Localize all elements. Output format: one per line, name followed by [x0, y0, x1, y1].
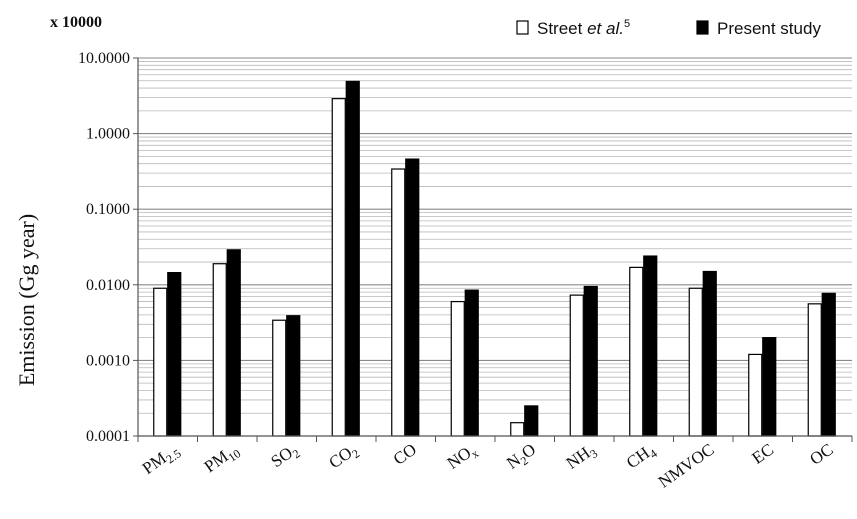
- bar-street-4: [391, 168, 406, 437]
- x-category-label-4: CO: [390, 440, 420, 469]
- x-category-label-3: CO2: [325, 440, 362, 475]
- bar-street-7: [569, 294, 584, 437]
- bar-present-4: [405, 158, 420, 437]
- bar-present-5: [464, 289, 479, 437]
- x-category-label-6: N2O: [503, 440, 541, 476]
- y-tick-labels: 0.0001 0.0010 0.0100 0.1000 1.0000 10.0000: [78, 50, 130, 445]
- x-category-label-5: NOx: [444, 440, 482, 476]
- y-tick-label: 0.0001: [86, 428, 130, 445]
- x-category-label-0: PM2.5: [139, 440, 184, 481]
- y-tick-label: 1.0000: [86, 126, 130, 143]
- axes: [133, 57, 853, 442]
- bar-street-2: [272, 319, 287, 437]
- multiplier-label: x 10000: [50, 14, 102, 31]
- bar-street-0: [153, 287, 168, 437]
- bar-present-11: [821, 292, 836, 437]
- x-category-label-10: EC: [748, 440, 777, 468]
- x-category-label-7: NH3: [563, 440, 601, 476]
- y-tick-label: 0.0100: [86, 277, 130, 294]
- bar-present-0: [167, 272, 182, 437]
- x-category-label-11: OC: [806, 440, 836, 469]
- y-tick-label: 0.1000: [86, 201, 130, 218]
- x-category-label-1: PM10: [201, 440, 244, 479]
- bar-street-3: [331, 98, 346, 437]
- bar-street-9: [688, 287, 703, 437]
- bar-present-8: [643, 255, 658, 437]
- bar-present-7: [583, 285, 598, 437]
- bar-present-2: [286, 315, 301, 437]
- x-category-label-9: NMVOC: [655, 440, 718, 492]
- bar-street-10: [748, 353, 763, 437]
- bar-street-1: [212, 263, 227, 437]
- bar-present-1: [226, 249, 241, 437]
- bar-street-5: [450, 300, 465, 437]
- gridlines: [138, 57, 852, 437]
- bar-street-8: [629, 266, 644, 437]
- bar-present-9: [702, 270, 717, 437]
- bars: [153, 80, 836, 437]
- y-tick-label: 10.0000: [78, 50, 130, 67]
- x-category-label-8: CH4: [623, 440, 660, 475]
- legend-label-street: Street et al.5: [537, 18, 630, 38]
- legend-swatch-present: [696, 20, 709, 35]
- y-axis-title: Emission (Gg year): [14, 214, 39, 386]
- legend-label-present: Present study: [717, 19, 821, 38]
- bar-street-6: [510, 422, 525, 437]
- legend-swatch-street: [516, 20, 529, 35]
- bar-present-10: [762, 337, 777, 437]
- bar-street-11: [807, 303, 822, 437]
- x-category-label-2: SO2: [267, 440, 302, 474]
- bar-present-6: [524, 405, 539, 437]
- bar-present-3: [345, 80, 360, 437]
- y-tick-label: 0.0010: [86, 352, 130, 369]
- legend: Street et al.5 Present study: [516, 18, 821, 38]
